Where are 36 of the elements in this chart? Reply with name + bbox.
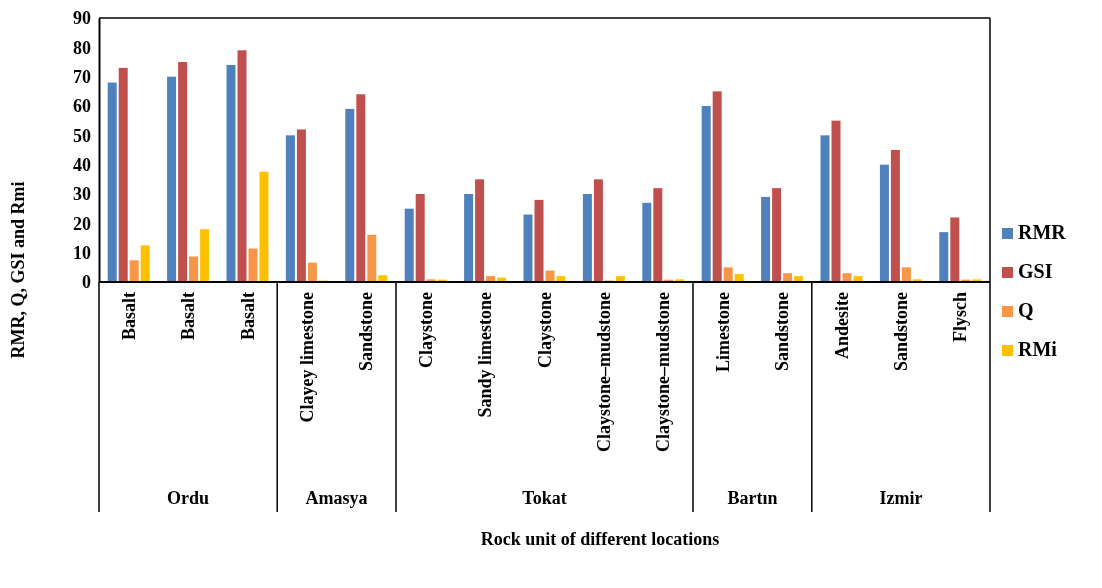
x-tick-label: Sandstone bbox=[890, 291, 911, 372]
x-tick-label: Claystone–mudstone bbox=[653, 291, 674, 453]
text: Ordu bbox=[167, 488, 210, 508]
x-tick-label: Basalt bbox=[118, 292, 139, 341]
y-tick-label: 20 bbox=[73, 213, 91, 234]
legend-label: RMi bbox=[1018, 338, 1058, 360]
x-tick-label: Flysch bbox=[950, 292, 971, 343]
x-tick-label: Sandstone bbox=[356, 291, 377, 372]
y-axis-title: RMR, Q, GSI and Rmi bbox=[8, 181, 28, 359]
y-tick-label: 30 bbox=[73, 184, 91, 205]
y-tick-label: 0 bbox=[82, 272, 91, 293]
legend-label: RMR bbox=[1018, 221, 1067, 243]
text: Izmir bbox=[879, 488, 923, 508]
text: Tokat bbox=[522, 488, 567, 508]
x-tick-label: Sandy limestone bbox=[475, 292, 496, 418]
x-tick-label: Claystone bbox=[415, 291, 436, 368]
x-tick-label: Sandstone bbox=[772, 291, 793, 372]
x-tick-label: Andesite bbox=[831, 291, 852, 359]
y-tick-label: 60 bbox=[73, 96, 91, 117]
x-tick-label: Limestone bbox=[712, 292, 733, 372]
y-tick-label: 70 bbox=[73, 66, 91, 87]
y-tick-label: 90 bbox=[73, 8, 91, 29]
x-tick-label: Clayey limestone bbox=[296, 292, 317, 423]
y-tick-label: 80 bbox=[73, 37, 91, 58]
x-tick-label: Claystone–mudstone bbox=[593, 291, 614, 453]
legend-label: GSI bbox=[1018, 260, 1053, 282]
text: Amasya bbox=[305, 488, 368, 508]
y-tick-label: 40 bbox=[73, 154, 91, 175]
x-tick-label: Basalt bbox=[237, 292, 258, 341]
y-tick-label: 50 bbox=[73, 125, 91, 146]
x-tick-label: Basalt bbox=[178, 292, 199, 341]
x-tick-label: Claystone bbox=[534, 291, 555, 368]
legend-label: Q bbox=[1018, 299, 1034, 321]
y-tick-label: 10 bbox=[73, 242, 91, 263]
x-axis-title: Rock unit of different locations bbox=[480, 529, 720, 549]
text: Bartın bbox=[727, 488, 778, 508]
